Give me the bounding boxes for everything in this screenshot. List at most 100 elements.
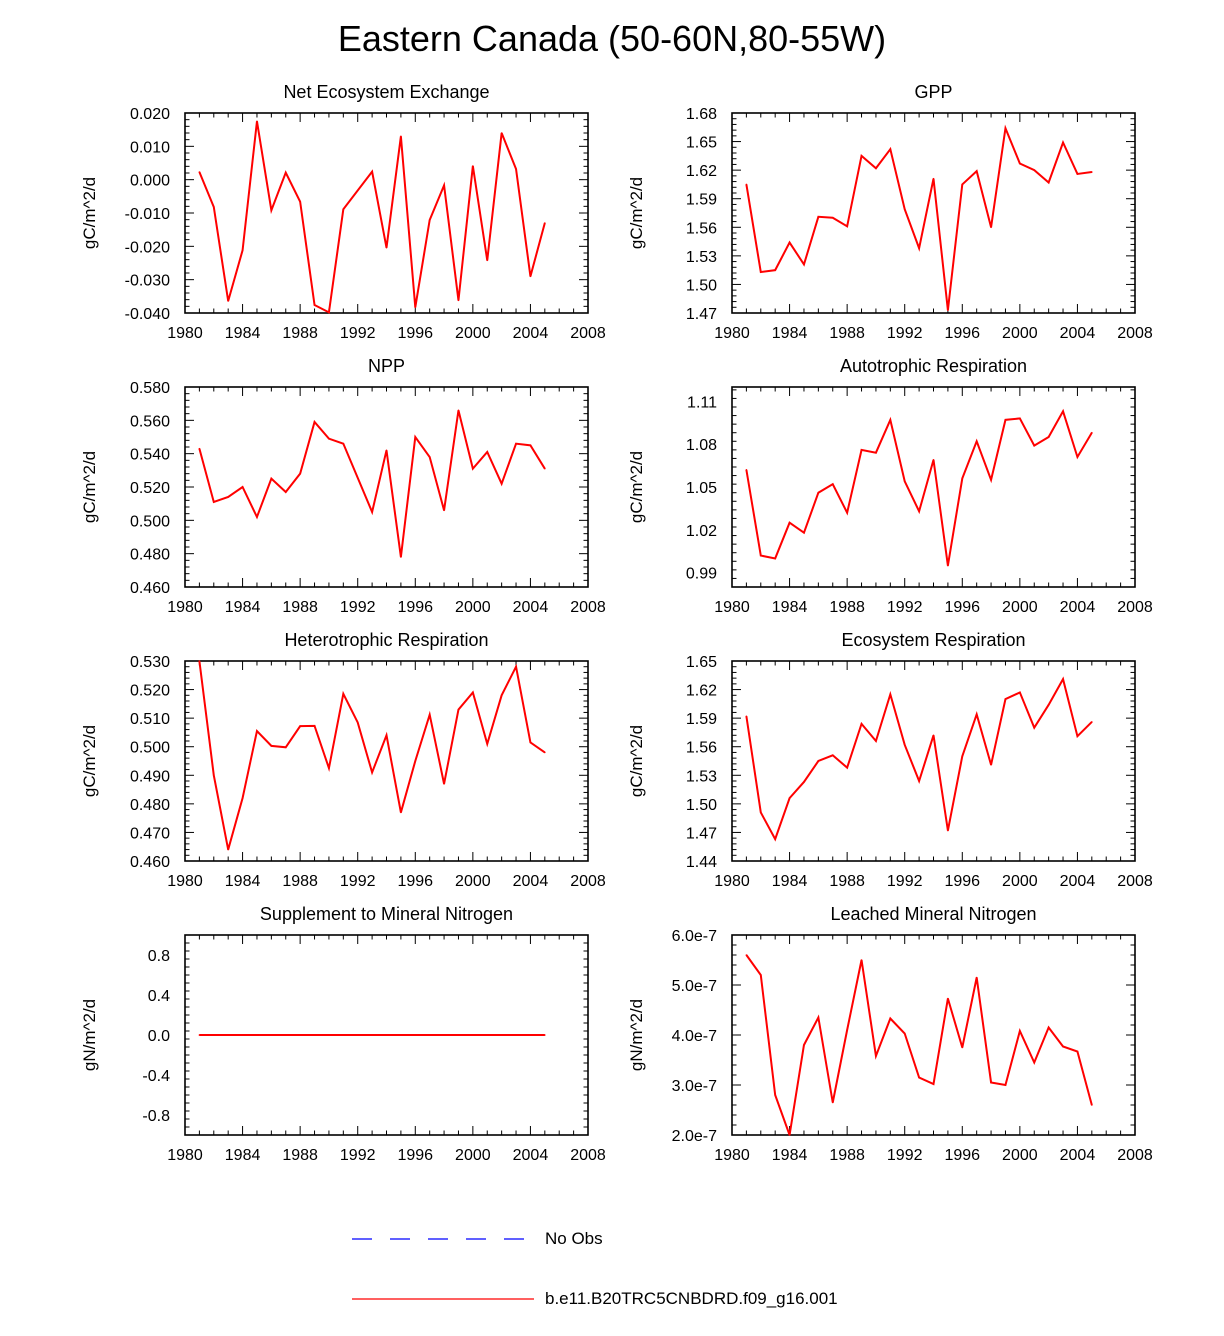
data-point — [875, 740, 877, 742]
data-point — [903, 208, 906, 210]
data-point — [803, 1044, 805, 1046]
y-tick-label: 2.0e-7 — [672, 1128, 717, 1145]
y-tick-label: 1.47 — [686, 306, 717, 323]
y-tick-label: 0.460 — [130, 854, 170, 871]
series-line — [198, 410, 546, 558]
y-tick-label: -0.040 — [125, 306, 170, 323]
data-point — [774, 838, 776, 840]
x-tick-label: 2008 — [1117, 873, 1153, 890]
x-tick-label: 2000 — [1002, 325, 1038, 342]
data-point — [500, 482, 503, 485]
y-tick-label: 5.0e-7 — [672, 978, 717, 995]
x-tick-label: 1980 — [167, 325, 203, 342]
panel-title: Supplement to Mineral Nitrogen — [260, 904, 513, 924]
x-tick-label: 1988 — [282, 873, 318, 890]
data-point — [947, 829, 949, 832]
data-point — [443, 184, 445, 187]
data-point — [486, 743, 489, 745]
y-tick-label: 1.68 — [686, 106, 717, 123]
y-tick-label: 0.560 — [130, 413, 170, 430]
data-point — [1033, 169, 1036, 171]
y-tick-label: -0.4 — [142, 1068, 170, 1085]
y-axis-label: gC/m^2/d — [80, 451, 99, 523]
data-point — [227, 300, 229, 302]
y-tick-label: 0.500 — [130, 513, 170, 530]
data-point — [745, 469, 748, 471]
data-point — [544, 222, 546, 224]
data-point — [1004, 127, 1007, 130]
data-point — [299, 725, 301, 727]
data-point — [212, 206, 215, 208]
y-tick-label: 6.0e-7 — [672, 928, 717, 945]
x-tick-label: 1980 — [167, 1147, 203, 1164]
data-point — [198, 1034, 201, 1036]
data-point — [1091, 721, 1093, 723]
data-point — [846, 766, 848, 769]
y-tick-label: 1.56 — [686, 220, 717, 237]
y-tick-label: 0.8 — [148, 948, 170, 965]
y-tick-label: -0.8 — [142, 1108, 170, 1125]
data-point — [788, 241, 791, 244]
data-point — [457, 708, 460, 711]
data-point — [500, 1034, 503, 1036]
data-point — [472, 691, 474, 694]
data-point — [256, 120, 258, 123]
data-point — [313, 304, 316, 306]
data-point — [241, 797, 244, 799]
data-point — [759, 271, 762, 273]
data-point — [745, 715, 748, 718]
data-point — [846, 511, 848, 514]
y-axis-label: gN/m^2/d — [627, 999, 646, 1071]
x-tick-label: 2004 — [513, 873, 549, 890]
data-point — [990, 1081, 992, 1084]
data-point — [443, 1034, 445, 1036]
data-point — [400, 1034, 402, 1036]
data-point — [212, 1034, 215, 1036]
data-point — [947, 997, 949, 1000]
x-tick-label: 2008 — [570, 599, 606, 616]
data-point — [903, 1032, 906, 1035]
data-point — [975, 713, 978, 716]
y-tick-label: 1.08 — [686, 437, 717, 454]
data-point — [342, 208, 345, 211]
data-point — [1047, 1026, 1050, 1029]
y-tick-label: 1.02 — [686, 523, 717, 540]
x-tick-label: 1996 — [944, 325, 980, 342]
data-point — [803, 781, 805, 783]
y-tick-label: 1.44 — [686, 854, 717, 871]
x-tick-label: 1984 — [225, 325, 261, 342]
y-tick-label: 0.510 — [130, 711, 170, 728]
data-point — [198, 171, 201, 173]
data-point — [299, 200, 301, 203]
data-point — [529, 741, 532, 744]
data-point — [486, 1034, 489, 1036]
data-point — [1062, 410, 1064, 413]
x-tick-label: 2004 — [1060, 1147, 1096, 1164]
data-point — [831, 216, 834, 219]
data-point — [831, 754, 834, 757]
x-tick-label: 2008 — [570, 873, 606, 890]
data-point — [1019, 691, 1021, 694]
x-tick-label: 1988 — [282, 325, 318, 342]
x-tick-label: 2004 — [1060, 599, 1096, 616]
data-point — [774, 1094, 776, 1096]
data-point — [918, 1076, 920, 1079]
data-point — [817, 760, 820, 762]
data-point — [1091, 431, 1093, 434]
data-point — [759, 811, 762, 814]
y-axis-label: gC/m^2/d — [627, 451, 646, 523]
data-point — [270, 477, 273, 480]
data-point — [990, 764, 992, 766]
data-point — [1033, 726, 1036, 729]
x-tick-label: 2008 — [1117, 599, 1153, 616]
x-tick-label: 1984 — [772, 599, 808, 616]
y-tick-label: 4.0e-7 — [672, 1028, 717, 1045]
x-tick-label: 2004 — [513, 1147, 549, 1164]
data-point — [932, 1083, 935, 1085]
x-tick-label: 1996 — [397, 325, 433, 342]
x-tick-label: 1980 — [167, 873, 203, 890]
data-point — [1019, 162, 1021, 165]
data-point — [875, 451, 877, 454]
data-point — [932, 177, 935, 180]
data-point — [256, 1034, 258, 1036]
